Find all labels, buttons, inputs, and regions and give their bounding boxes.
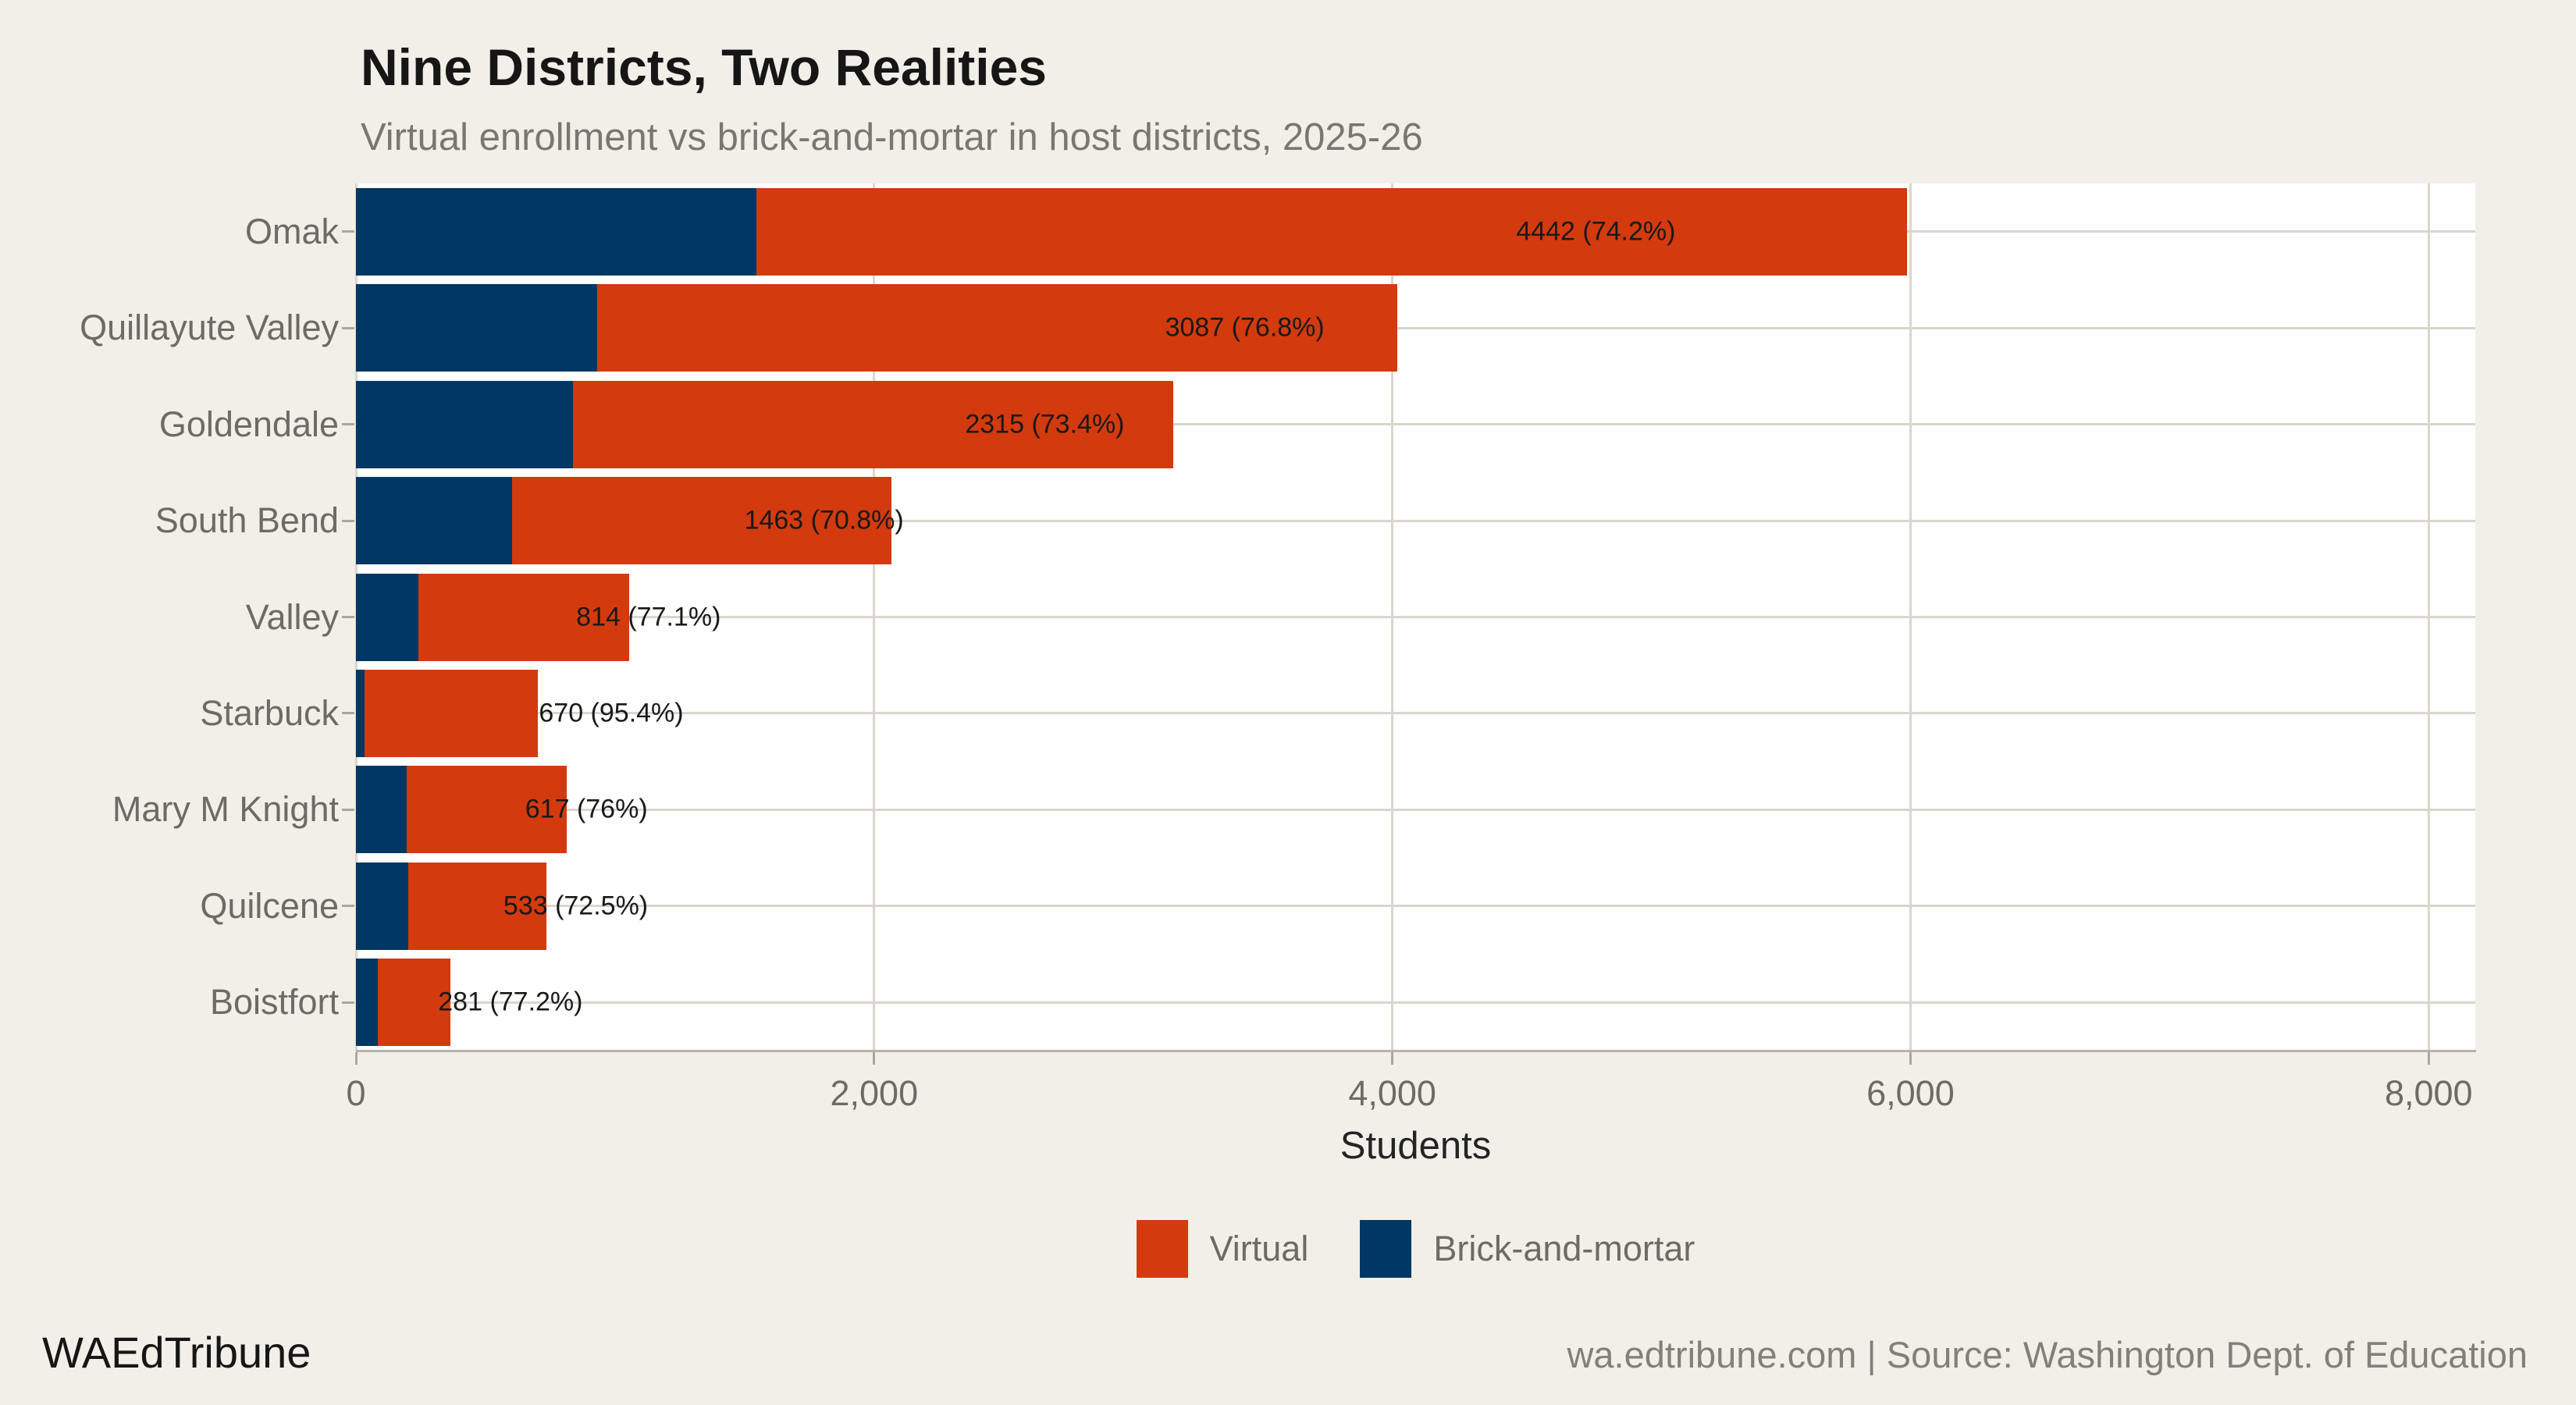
legend-label: Brick-and-mortar [1433,1229,1695,1268]
legend-item: Brick-and-mortar [1360,1220,1695,1278]
gridline-horizontal [356,1001,2475,1004]
legend-label: Virtual [1209,1229,1309,1268]
x-tick-mark [2427,1052,2430,1065]
category-label: Goldendale [158,404,339,444]
bar-segment-virtual [408,862,546,950]
footer-brand: WAEdTribune [42,1328,311,1377]
legend-swatch [1360,1220,1412,1278]
bar-value-label: 1463 (70.8%) [744,505,904,535]
bar-value-label: 2315 (73.4%) [965,409,1125,439]
legend-swatch [1136,1220,1188,1278]
gridline-horizontal [356,519,2475,522]
y-tick-mark [342,519,354,522]
bar-segment-virtual [364,669,538,757]
bar-value-label: 4442 (74.2%) [1516,216,1676,247]
y-tick-mark [342,423,354,426]
legend-item: Virtual [1136,1220,1309,1278]
category-label: Quillayute Valley [80,308,339,348]
legend: Virtual Brick-and-mortar [356,1214,2475,1284]
bar-segment-brick-and-mortar [356,669,365,757]
x-tick-label: 8,000 [2384,1073,2473,1113]
plot-area: 4442 (74.2%) 3087 (76.8%) 2315 (73.4%) 1463… [354,183,2475,1051]
bar-segment-virtual [418,573,630,661]
y-tick-mark [342,326,354,329]
category-label: Quilcene [200,885,339,926]
x-tick-mark [1391,1052,1394,1065]
bar-segment-brick-and-mortar [356,959,378,1047]
gridline-horizontal [356,423,2475,426]
bar-segment-brick-and-mortar [356,380,574,468]
bar-segment-brick-and-mortar [356,862,409,950]
bar-value-label: 670 (95.4%) [539,698,684,728]
category-label: Mary M Knight [112,789,339,830]
bar-value-label: 814 (77.1%) [576,602,721,631]
y-tick-mark [342,905,354,908]
gridline-horizontal [356,326,2475,329]
gridline-horizontal [356,712,2475,715]
x-tick-mark [873,1052,876,1065]
chart-title: Nine Districts, Two Realities [361,38,1048,96]
bar-segment-virtual [377,959,450,1047]
x-tick-mark [1909,1052,1912,1065]
x-axis-line [356,1050,2476,1052]
bar-segment-virtual [756,187,1908,276]
y-tick-mark [342,616,354,618]
bar-segment-virtual [512,477,891,565]
category-label: Starbuck [200,692,339,733]
x-tick-label: 0 [346,1073,366,1113]
y-tick-mark [342,1001,354,1004]
x-tick-label: 2,000 [830,1073,919,1113]
bar-segment-brick-and-mortar [356,766,407,854]
category-label: South Bend [155,500,339,541]
gridline-horizontal [356,808,2475,811]
bar-segment-virtual [573,380,1173,468]
x-tick-mark [354,1052,358,1065]
bar-segment-brick-and-mortar [356,284,598,372]
bar-segment-brick-and-mortar [356,477,513,565]
bar-segment-virtual [406,766,567,854]
bar-segment-brick-and-mortar [356,187,756,276]
category-label: Omak [244,211,339,251]
footer-source: wa.edtribune.com | Source: Washington De… [1567,1334,2528,1375]
category-label: Valley [245,596,339,637]
chart-subtitle: Virtual enrollment vs brick-and-mortar i… [361,116,1423,158]
bar-value-label: 617 (76%) [525,794,648,824]
bar-value-label: 533 (72.5%) [503,891,649,921]
bar-value-label: 281 (77.2%) [438,987,583,1017]
gridline-horizontal [356,905,2475,908]
bar-value-label: 3087 (76.8%) [1165,312,1325,343]
x-tick-label: 4,000 [1348,1073,1436,1113]
bar-segment-brick-and-mortar [356,573,419,661]
category-label: Boistfort [209,982,339,1023]
gridline-horizontal [356,616,2475,618]
x-tick-label: 6,000 [1866,1073,1955,1113]
y-tick-mark [342,808,354,811]
x-axis-title: Students [1340,1125,1492,1167]
y-tick-mark [342,230,354,233]
bar-segment-virtual [597,284,1397,372]
y-tick-mark [342,712,354,715]
